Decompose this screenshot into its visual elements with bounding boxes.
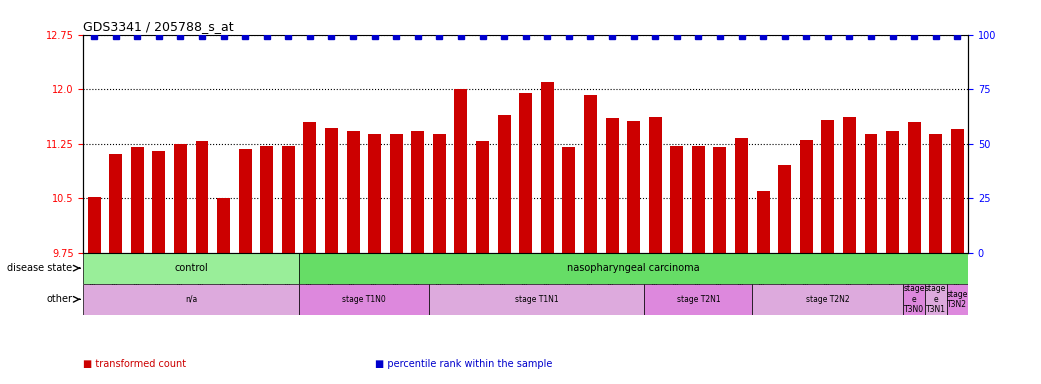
Bar: [433, 134, 446, 384]
Bar: [131, 147, 144, 384]
Bar: [692, 146, 705, 384]
Bar: [455, 89, 467, 384]
FancyBboxPatch shape: [904, 284, 925, 315]
Bar: [303, 122, 316, 384]
Text: stage T1N0: stage T1N0: [341, 295, 386, 304]
Bar: [218, 198, 230, 384]
Text: GDS3341 / 205788_s_at: GDS3341 / 205788_s_at: [83, 20, 234, 33]
Bar: [238, 149, 252, 384]
Bar: [196, 141, 208, 384]
Bar: [498, 114, 510, 384]
Bar: [411, 131, 425, 384]
Bar: [347, 131, 359, 384]
Bar: [87, 197, 101, 384]
Bar: [886, 131, 899, 384]
Bar: [282, 146, 295, 384]
Bar: [606, 118, 618, 384]
Text: other: other: [47, 294, 73, 304]
Bar: [562, 147, 576, 384]
Bar: [670, 146, 683, 384]
Bar: [908, 122, 920, 384]
Text: n/a: n/a: [185, 295, 198, 304]
Bar: [519, 93, 532, 384]
FancyBboxPatch shape: [946, 284, 968, 315]
Text: stage
T3N2: stage T3N2: [946, 290, 968, 309]
Text: stage T1N1: stage T1N1: [514, 295, 558, 304]
Bar: [584, 95, 596, 384]
FancyBboxPatch shape: [925, 284, 946, 315]
Bar: [864, 134, 878, 384]
Bar: [174, 144, 187, 384]
Text: disease state: disease state: [7, 263, 73, 273]
FancyBboxPatch shape: [299, 284, 429, 315]
Bar: [369, 134, 381, 384]
Bar: [799, 140, 813, 384]
Bar: [779, 166, 791, 384]
Bar: [735, 139, 748, 384]
FancyBboxPatch shape: [83, 284, 299, 315]
Bar: [109, 154, 122, 384]
Bar: [389, 134, 403, 384]
Bar: [821, 119, 834, 384]
FancyBboxPatch shape: [753, 284, 904, 315]
Text: nasopharyngeal carcinoma: nasopharyngeal carcinoma: [567, 263, 700, 273]
FancyBboxPatch shape: [83, 253, 299, 284]
Bar: [476, 141, 489, 384]
Text: control: control: [174, 263, 208, 273]
Bar: [152, 151, 166, 384]
Bar: [930, 134, 942, 384]
Bar: [843, 117, 856, 384]
Bar: [950, 129, 964, 384]
FancyBboxPatch shape: [429, 284, 644, 315]
Bar: [627, 121, 640, 384]
Bar: [541, 82, 554, 384]
Text: stage
e
T3N0: stage e T3N0: [904, 285, 924, 314]
Text: ■ percentile rank within the sample: ■ percentile rank within the sample: [375, 359, 552, 369]
Text: stage
e
T3N1: stage e T3N1: [925, 285, 946, 314]
Text: stage T2N1: stage T2N1: [677, 295, 720, 304]
Bar: [757, 191, 769, 384]
FancyBboxPatch shape: [299, 253, 968, 284]
Text: stage T2N2: stage T2N2: [806, 295, 849, 304]
Text: ■ transformed count: ■ transformed count: [83, 359, 186, 369]
FancyBboxPatch shape: [644, 284, 753, 315]
Bar: [260, 146, 273, 384]
Bar: [713, 147, 727, 384]
Bar: [325, 127, 338, 384]
Bar: [649, 117, 662, 384]
